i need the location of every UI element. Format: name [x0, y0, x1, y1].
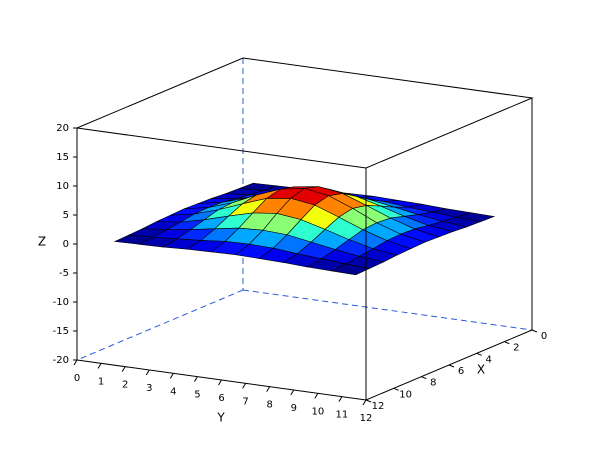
z-axis-label: Z — [38, 235, 46, 249]
y-tick-label: 12 — [360, 413, 373, 424]
z-tick-label: 5 — [63, 210, 69, 221]
box-edge — [76, 289, 244, 361]
y-tick — [145, 369, 150, 376]
x-tick — [393, 387, 399, 391]
y-tick — [169, 373, 174, 379]
y-tick-label: 6 — [218, 393, 224, 404]
x-tick-label: 12 — [372, 401, 385, 412]
z-tick-label: 15 — [56, 152, 69, 163]
x-tick — [476, 352, 482, 356]
y-tick-label: 10 — [311, 406, 324, 417]
x-tick-label: 10 — [399, 389, 412, 400]
box-edge — [242, 289, 533, 331]
y-tick-label: 1 — [98, 376, 104, 387]
y-tick — [314, 393, 319, 399]
y-tick-label: 7 — [242, 396, 248, 407]
y-tick — [362, 399, 367, 406]
y-tick — [121, 366, 126, 372]
y-tick-label: 9 — [291, 403, 297, 414]
y-tick-label: 0 — [74, 373, 80, 384]
y-tick — [218, 379, 222, 386]
y-tick-label: 5 — [194, 390, 200, 401]
y-tick-label: 3 — [146, 383, 152, 394]
x-tick-label: 6 — [458, 366, 464, 377]
x-tick-label: 4 — [485, 354, 491, 365]
y-tick-label: 4 — [170, 386, 176, 397]
x-axis-label: X — [477, 363, 485, 377]
x-tick — [365, 399, 372, 403]
y-axis-label: Y — [216, 411, 225, 425]
x-tick — [421, 376, 427, 380]
z-tick-label: -5 — [59, 268, 69, 279]
x-tick — [448, 364, 455, 368]
z-tick-label: 0 — [63, 239, 69, 250]
surface — [113, 182, 496, 276]
z-tick-label: -20 — [53, 355, 69, 366]
x-tick — [504, 341, 510, 345]
y-tick — [242, 383, 247, 389]
y-tick — [193, 376, 198, 382]
y-tick — [73, 359, 78, 366]
y-tick — [266, 386, 271, 392]
z-tick-label: 10 — [56, 181, 69, 192]
x-tick-label: 8 — [430, 378, 436, 389]
z-tick-label: -10 — [53, 297, 69, 308]
x-tick-label: 2 — [513, 343, 519, 354]
z-tick-label: 20 — [56, 123, 69, 134]
y-tick — [338, 396, 343, 402]
y-tick-label: 8 — [266, 400, 272, 411]
y-tick-label: 2 — [122, 380, 128, 391]
x-tick-label: 0 — [541, 331, 547, 342]
z-tick-label: -15 — [53, 326, 69, 337]
surface-face — [330, 263, 371, 276]
x-tick — [531, 329, 538, 333]
box-top — [75, 57, 534, 169]
y-tick-label: 11 — [336, 410, 349, 421]
y-tick — [97, 363, 102, 369]
y-tick — [290, 389, 295, 396]
